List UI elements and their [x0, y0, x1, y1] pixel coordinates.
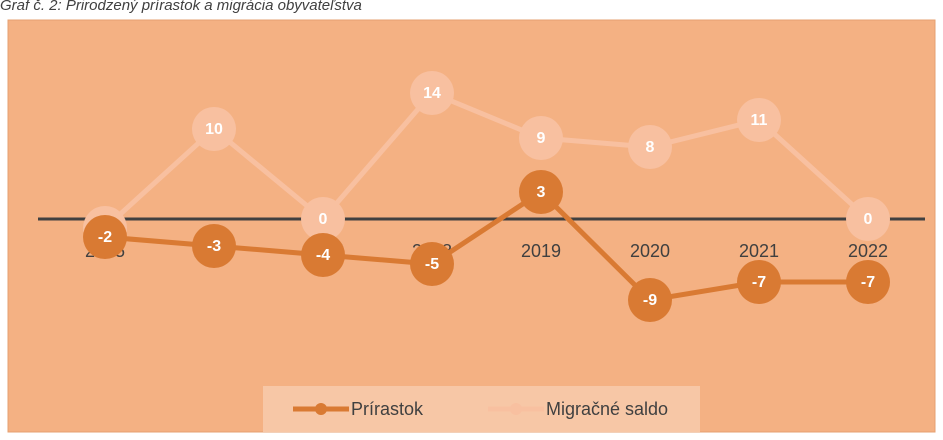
point	[410, 71, 454, 115]
chart-title: Graf č. 2: Prirodzený prírastok a migrác…	[0, 0, 362, 14]
legend-label: Prírastok	[351, 399, 424, 419]
point	[301, 233, 345, 277]
data-label: -4	[316, 247, 330, 264]
point	[846, 197, 890, 241]
point	[737, 260, 781, 304]
legend-marker	[315, 403, 327, 415]
data-label: -9	[643, 292, 657, 309]
data-label: -7	[861, 274, 875, 291]
point	[83, 215, 127, 259]
legend-marker	[510, 403, 522, 415]
data-label: 8	[646, 139, 655, 156]
data-label: 0	[319, 211, 328, 228]
data-label: -2	[98, 229, 112, 246]
data-label: 10	[205, 121, 223, 138]
data-label: 14	[423, 85, 441, 102]
point	[519, 170, 563, 214]
data-label: -7	[752, 274, 766, 291]
data-label: 9	[537, 130, 546, 147]
legend-label: Migračné saldo	[546, 399, 668, 419]
data-label: 11	[751, 112, 768, 129]
point	[410, 242, 454, 286]
data-label: -3	[207, 238, 221, 255]
point	[301, 197, 345, 241]
point	[192, 224, 236, 268]
point	[192, 107, 236, 151]
point	[519, 116, 563, 160]
plot-background	[7, 19, 936, 433]
point	[846, 260, 890, 304]
data-label: 3	[537, 184, 546, 201]
point	[628, 278, 672, 322]
x-tick-label: 2020	[630, 241, 670, 261]
point	[628, 125, 672, 169]
data-label: 0	[864, 211, 873, 228]
x-tick-label: 2021	[739, 241, 779, 261]
x-tick-label: 2022	[848, 241, 888, 261]
point	[737, 98, 781, 142]
x-tick-label: 2019	[521, 241, 561, 261]
data-label: -5	[425, 256, 439, 273]
